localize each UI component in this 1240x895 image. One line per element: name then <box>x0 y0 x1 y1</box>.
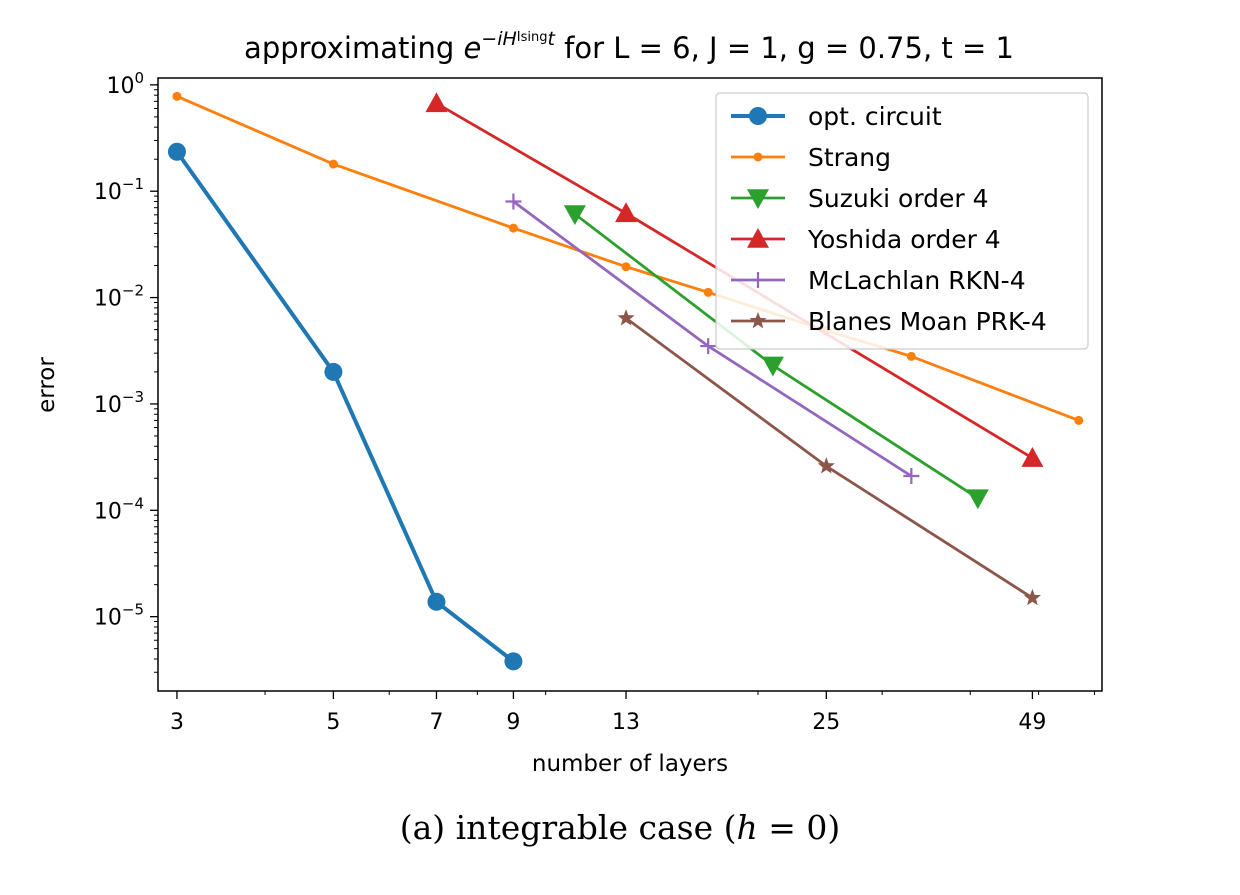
series-mclachlan-rkn-4 <box>505 193 920 485</box>
x-tick-label: 3 <box>170 710 184 735</box>
data-point <box>172 91 182 101</box>
data-point <box>324 362 343 381</box>
data-point <box>508 223 518 233</box>
data-point <box>761 356 784 377</box>
data-point <box>1023 588 1041 606</box>
legend-label: Yoshida order 4 <box>807 225 1001 254</box>
plot-frame <box>157 77 1103 692</box>
data-point <box>1021 447 1044 467</box>
series-yoshida-order-4 <box>425 92 1044 467</box>
legend-box <box>715 92 1089 350</box>
y-tick-label: 10−1 <box>94 175 144 205</box>
legend-entry: McLachlan RKN-4 <box>731 266 1026 295</box>
legend-marker <box>750 272 766 288</box>
legend-label: McLachlan RKN-4 <box>808 266 1026 295</box>
axes: 3 5 7 9 13 25 49 100 10−1 10−2 10−3 10−4 10−5 <box>94 69 1095 735</box>
legend-label: opt. circuit <box>808 102 942 131</box>
y-tick-label: 10−3 <box>94 388 144 418</box>
data-point <box>504 652 523 671</box>
data-point <box>700 338 717 355</box>
data-point <box>966 489 989 510</box>
x-tick-label: 49 <box>1018 710 1046 735</box>
data-point <box>1074 415 1084 425</box>
legend-marker <box>747 189 769 209</box>
x-tick-label: 25 <box>812 710 840 735</box>
x-tick-label: 5 <box>326 710 340 735</box>
y-tick-label: 100 <box>106 69 144 99</box>
legend-marker <box>749 107 767 125</box>
x-axis-label: number of layers <box>532 751 728 777</box>
y-tick-label: 10−5 <box>94 601 144 631</box>
data-point <box>621 262 631 272</box>
x-tick-label: 9 <box>506 710 520 735</box>
y-tick-label: 10−4 <box>94 494 144 524</box>
series-line <box>625 317 1034 600</box>
data-point <box>617 309 635 326</box>
legend-entry: opt. circuit <box>731 102 942 131</box>
x-tick-label: 13 <box>612 710 640 735</box>
data-point <box>817 457 835 474</box>
data-point <box>167 142 186 161</box>
legend-label: Suzuki order 4 <box>808 184 989 213</box>
legend-entry: Yoshida order 4 <box>731 225 1001 254</box>
series-layer <box>167 91 1084 671</box>
data-point <box>903 468 920 485</box>
legend: opt. circuit Strang Suzuki order 4 Yoshida … <box>715 92 1089 350</box>
data-point <box>505 193 522 210</box>
series-opt-circuit <box>167 142 523 671</box>
legend-entry: Strang <box>731 143 891 172</box>
data-point <box>615 202 638 223</box>
data-point <box>906 351 916 361</box>
data-point <box>427 592 446 611</box>
chart: approximating e−iHIsingt for L = 6, J = … <box>34 28 1103 777</box>
figure-caption: (a) integrable case (h = 0) <box>399 808 841 847</box>
legend-marker <box>749 312 767 329</box>
legend-entry: Blanes Moan PRK-4 <box>731 307 1047 336</box>
series-suzuki-order-4 <box>563 205 989 510</box>
x-tick-label: 7 <box>429 710 443 735</box>
legend-marker <box>753 152 763 162</box>
y-axis-label: error <box>34 357 60 413</box>
data-point <box>563 205 586 226</box>
legend-entry: Suzuki order 4 <box>731 184 989 213</box>
series-line <box>176 95 1080 422</box>
y-tick-label: 10−2 <box>94 282 144 312</box>
series-blanes-moan-prk-4 <box>617 309 1041 606</box>
legend-label: Blanes Moan PRK-4 <box>808 307 1047 336</box>
chart-title: approximating e−iHIsingt for L = 6, J = … <box>244 28 1014 65</box>
data-point <box>703 287 713 297</box>
legend-label: Strang <box>808 143 891 172</box>
data-point <box>425 92 448 113</box>
legend-marker <box>747 228 769 248</box>
data-point <box>328 159 338 169</box>
series-line <box>175 150 515 663</box>
